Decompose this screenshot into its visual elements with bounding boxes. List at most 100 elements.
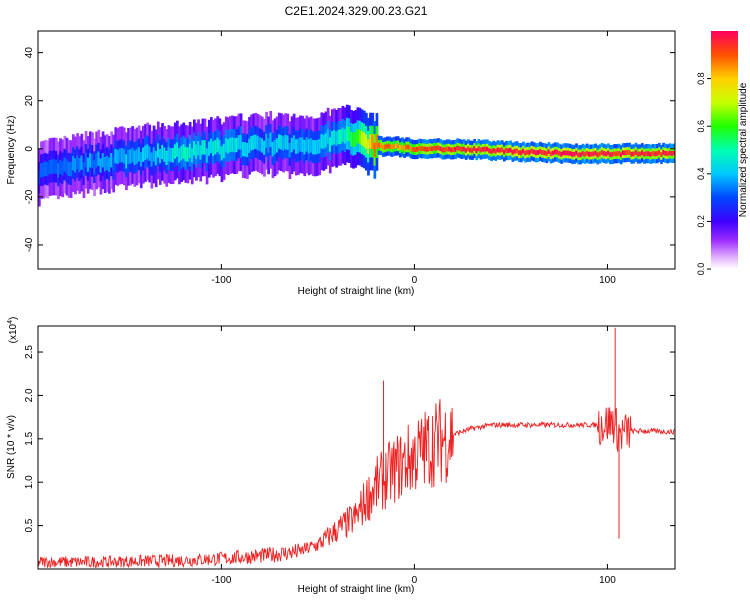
heatmap-cell [430, 146, 434, 152]
heatmap-cell [513, 148, 517, 154]
heatmap-cell [188, 143, 192, 158]
heatmap-cell [619, 152, 623, 158]
snr-x-ticks: -100 0 100 [211, 326, 616, 586]
colorbar-tick-label: 0.6 [696, 120, 706, 133]
heatmap-cell [339, 129, 343, 144]
heatmap-cell [195, 144, 198, 159]
heatmap-cell [422, 146, 425, 152]
heatmap-cell [384, 144, 387, 150]
snr-y-axis-label: SNR (10 * v/v) [6, 415, 17, 479]
spectrogram-heatmap [38, 104, 675, 207]
heatmap-cell [65, 159, 69, 174]
heatmap-cell [133, 150, 137, 165]
heatmap-cell [305, 137, 309, 152]
heatmap-cell [458, 146, 462, 151]
heatmap-cell [602, 151, 606, 156]
spectrogram-frame [37, 30, 676, 270]
heatmap-cell [146, 144, 149, 159]
heatmap-cell [260, 138, 264, 153]
heatmap-cell [139, 152, 143, 167]
heatmap-cell [74, 158, 77, 173]
heatmap-cell [483, 146, 487, 152]
heatmap-cell [522, 148, 525, 154]
heatmap-cell [611, 152, 614, 157]
heatmap-cell [220, 146, 224, 161]
heatmap-cell [609, 152, 612, 157]
heatmap-cell [488, 148, 491, 153]
heatmap-cell [554, 149, 557, 155]
colorbar-tick-label: 0.0 [696, 263, 706, 276]
heatmap-cell [144, 145, 147, 161]
heatmap-cell [562, 150, 566, 156]
snr-y-scale-label: (x104) [7, 317, 19, 344]
heatmap-cell [333, 130, 336, 145]
heatmap-cell [579, 152, 583, 158]
heatmap-cell [84, 152, 88, 168]
heatmap-cell [651, 151, 655, 156]
heatmap-cell [354, 131, 358, 147]
heatmap-cell [292, 135, 296, 150]
heatmap-cell [666, 151, 670, 157]
heatmap-cell [150, 152, 154, 167]
x-tick-label: 0 [412, 275, 418, 286]
heatmap-cell [456, 145, 459, 151]
heatmap-cell [494, 148, 498, 154]
heatmap-cell [615, 151, 619, 157]
heatmap-cell [46, 162, 50, 177]
heatmap-cell [515, 148, 519, 154]
heatmap-cell [212, 141, 215, 156]
heatmap-cell [394, 143, 398, 149]
heatmap-cell [201, 140, 205, 155]
heatmap-cell [290, 137, 294, 153]
heatmap-cell [154, 151, 158, 166]
heatmap-cell [246, 142, 249, 158]
heatmap-cell [547, 149, 551, 155]
heatmap-cell [471, 147, 474, 153]
heatmap-cell [125, 154, 128, 169]
heatmap-cell [82, 162, 86, 177]
spectrogram-x-axis-label: Height of straight line (km) [298, 286, 415, 297]
heatmap-cell [571, 151, 574, 157]
y-tick-label: 20 [24, 95, 35, 107]
snr-y-scale-base: (x10 [8, 323, 19, 343]
heatmap-cell [545, 151, 549, 156]
heatmap-cell [490, 149, 493, 154]
heatmap-cell [322, 134, 326, 150]
heatmap-cell [643, 151, 646, 157]
heatmap-cell [517, 150, 521, 155]
y-tick-label: -20 [24, 189, 35, 204]
heatmap-cell [424, 146, 428, 152]
heatmap-cell [110, 153, 113, 168]
heatmap-cell [193, 141, 196, 156]
heatmap-cell [624, 150, 627, 156]
colorbar-tick-label: 0.2 [696, 215, 706, 228]
heatmap-cell [432, 145, 436, 151]
heatmap-cell [358, 129, 362, 144]
heatmap-cell [67, 161, 71, 176]
heatmap-cell [503, 149, 506, 155]
y-tick-label: 40 [24, 47, 35, 59]
heatmap-cell [69, 161, 73, 177]
heatmap-cell [299, 137, 302, 152]
heatmap-cell [152, 147, 156, 162]
heatmap-cell [462, 146, 466, 152]
heatmap-cell [539, 149, 542, 154]
heatmap-cell [377, 142, 381, 148]
heatmap-cell [337, 129, 341, 145]
heatmap-cell [286, 135, 290, 150]
heatmap-cell [78, 157, 81, 173]
heatmap-cell [207, 141, 211, 156]
heatmap-cell [159, 148, 162, 164]
heatmap-cell [672, 150, 675, 156]
heatmap-cell [135, 149, 139, 164]
heatmap-cell [277, 134, 281, 149]
heatmap-cell [350, 131, 353, 147]
heatmap-cell [197, 141, 200, 156]
heatmap-cell [543, 150, 547, 156]
heatmap-cell [437, 145, 440, 151]
heatmap-cell [203, 140, 207, 155]
heatmap-cell [97, 151, 101, 166]
heatmap-cell [475, 148, 479, 153]
heatmap-cell [534, 150, 538, 156]
heatmap-cell [178, 148, 181, 163]
